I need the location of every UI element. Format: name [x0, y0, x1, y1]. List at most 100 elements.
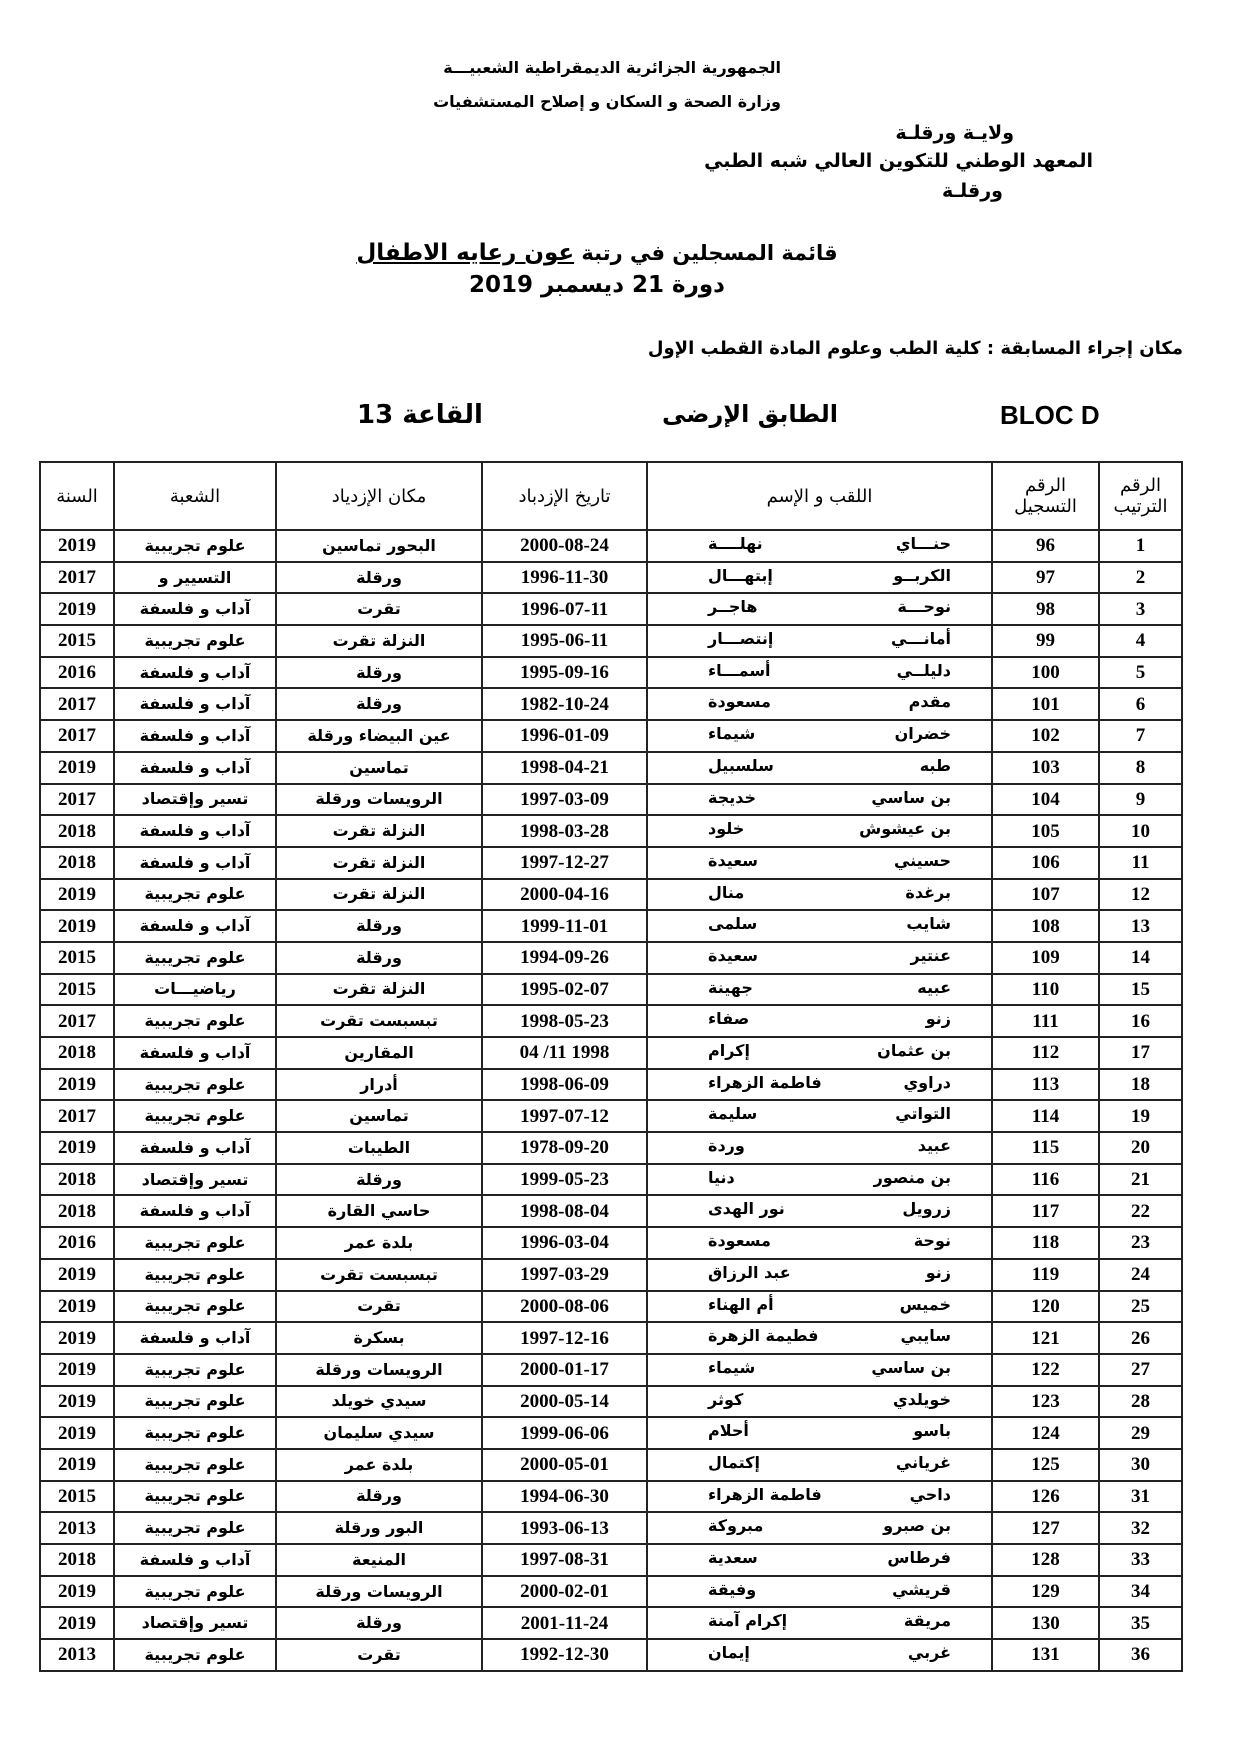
- birth-date: 2000-08-24: [481, 529, 648, 563]
- table-row: 7 102 خضران شيماء 1996-01-09 عين البيضاء ورقل…: [39, 719, 1183, 753]
- birth-place: تبسبست تقرت: [275, 1257, 483, 1292]
- table-row: 2 97 الكربــو إبتهـــال 1996-11-30 ورقلة التسي…: [39, 560, 1183, 595]
- full-name: التواتي سليمة: [646, 1099, 993, 1134]
- birth-place: تقرت: [275, 1289, 483, 1324]
- full-name: دراوي فاطمة الزهراء: [646, 1067, 993, 1102]
- registration-number: 102: [991, 719, 1100, 753]
- branch: علوم تجريبية: [113, 1638, 277, 1672]
- first-name: فطيمة الزهرة: [708, 1326, 819, 1346]
- surname: خضران: [894, 724, 951, 744]
- surname: قريشي: [892, 1579, 951, 1599]
- order-number: 5: [1098, 655, 1183, 690]
- registration-number: 121: [991, 1321, 1100, 1355]
- list-title: قائمة المسجلين في رتبة عون رعايه الاطفال: [0, 240, 1194, 266]
- hall-label: القاعة 13: [357, 400, 483, 430]
- order-number: 14: [1098, 940, 1183, 975]
- registration-number: 114: [991, 1099, 1100, 1134]
- birth-place: النزلة تقرت: [275, 624, 483, 658]
- year: 2019: [39, 1321, 115, 1355]
- surname: بن منصور: [873, 1167, 951, 1187]
- branch: علوم تجريبية: [113, 877, 277, 912]
- table-row: 24 119 زنو عبد الرزاق 1997-03-29 تبسبست تقرت ع…: [39, 1257, 1183, 1292]
- branch: آداب و فلسفة: [113, 909, 277, 943]
- year: 2017: [39, 1004, 115, 1038]
- first-name: أحلام: [708, 1421, 749, 1441]
- first-name: نور الهدى: [708, 1199, 785, 1219]
- registration-number: 104: [991, 782, 1100, 817]
- birth-date: 2000-08-06: [481, 1289, 648, 1324]
- table-row: 15 110 عبيه جهينة 1995-02-07 النزلة تقرت رياضي…: [39, 972, 1183, 1007]
- registration-number: 111: [991, 1004, 1100, 1038]
- table-row: 3 98 نوحـــة هاجــر 1996-07-11 تقرت آداب و فلس…: [39, 592, 1183, 627]
- full-name: غرياني إكتمال: [646, 1447, 993, 1482]
- title-rank: عون رعايه الاطفال: [356, 240, 575, 266]
- table-row: 13 108 شايب سلمى 1999-11-01 ورقلة آداب و فلسفة…: [39, 909, 1183, 943]
- branch: علوم تجريبية: [113, 1511, 277, 1545]
- birth-date: 04 /11 1998: [481, 1036, 648, 1070]
- birth-date: 1994-09-26: [481, 940, 648, 975]
- year: 2015: [39, 624, 115, 658]
- branch: التسيير و: [113, 560, 277, 595]
- order-number: 1: [1098, 529, 1183, 563]
- first-name: مسعودة: [708, 1231, 771, 1251]
- full-name: مريقة إكرام آمنة: [646, 1606, 993, 1641]
- exam-venue: مكان إجراء المسابقة : كلية الطب وعلوم ال…: [647, 338, 1183, 359]
- birth-date: 1998-04-21: [481, 750, 648, 785]
- surname: بن عثمان: [877, 1041, 951, 1060]
- first-name: دنيا: [708, 1167, 735, 1187]
- birth-date: 1998-05-23: [481, 1004, 648, 1038]
- registration-number: 126: [991, 1479, 1100, 1514]
- branch: علوم تجريبية: [113, 1384, 277, 1419]
- birth-place: النزلة تقرت: [275, 814, 483, 848]
- registration-number: 117: [991, 1194, 1100, 1229]
- first-name: سلسبيل: [708, 755, 774, 775]
- header-registration-number: الرقم التسجيل: [991, 461, 1100, 531]
- surname: فرطاس: [887, 1548, 951, 1567]
- birth-place: بسكرة: [275, 1321, 483, 1355]
- first-name: سلمى: [708, 914, 758, 934]
- registration-number: 131: [991, 1638, 1100, 1672]
- order-number: 34: [1098, 1574, 1183, 1609]
- first-name: كوثر: [708, 1389, 744, 1409]
- full-name: بن عيشوش خلود: [646, 814, 993, 848]
- birth-place: النزلة تقرت: [275, 845, 483, 880]
- year: 2017: [39, 560, 115, 595]
- table-row: 17 112 بن عثمان إكرام 04 /11 1998 المقارين آدا…: [39, 1036, 1183, 1070]
- registration-number: 106: [991, 845, 1100, 880]
- table-row: 16 111 زنو صفاء 1998-05-23 تبسبست تقرت علوم تج…: [39, 1004, 1183, 1038]
- registration-number: 105: [991, 814, 1100, 848]
- order-number: 32: [1098, 1511, 1183, 1545]
- registration-number: 130: [991, 1606, 1100, 1641]
- birth-place: تبسبست تقرت: [275, 1004, 483, 1038]
- table-row: 19 114 التواتي سليمة 1997-07-12 تماسين علوم تج…: [39, 1099, 1183, 1134]
- surname: مقدم: [908, 692, 951, 712]
- first-name: خديجة: [708, 787, 757, 807]
- city-heading: ورقلـة: [942, 180, 1003, 202]
- first-name: عبد الرزاق: [708, 1262, 791, 1282]
- first-name: إكتمال: [708, 1452, 760, 1472]
- surname: عبيد: [917, 1136, 951, 1156]
- full-name: حسيني سعيدة: [646, 845, 993, 880]
- full-name: برغدة منال: [646, 877, 993, 912]
- year: 2019: [39, 1131, 115, 1165]
- surname: زنو: [925, 1262, 951, 1282]
- surname: طبه: [919, 755, 951, 775]
- order-number: 36: [1098, 1638, 1183, 1672]
- birth-date: 1994-06-30: [481, 1479, 648, 1514]
- order-number: 9: [1098, 782, 1183, 817]
- surname: مريقة: [903, 1611, 951, 1631]
- order-number: 28: [1098, 1384, 1183, 1419]
- header-year: السنة: [39, 461, 115, 531]
- birth-date: 1997-07-12: [481, 1099, 648, 1134]
- surname: حنـــاي: [895, 534, 951, 553]
- branch: علوم تجريبية: [113, 1226, 277, 1260]
- birth-date: 1997-12-16: [481, 1321, 648, 1355]
- surname: باسو: [913, 1421, 951, 1441]
- birth-place: النزلة تقرت: [275, 877, 483, 912]
- order-number: 15: [1098, 972, 1183, 1007]
- registration-number: 123: [991, 1384, 1100, 1419]
- year: 2019: [39, 1416, 115, 1450]
- table-row: 11 106 حسيني سعيدة 1997-12-27 النزلة تقرت آداب…: [39, 845, 1183, 880]
- surname: بن صبرو: [883, 1516, 951, 1536]
- surname: عبيه: [917, 977, 951, 997]
